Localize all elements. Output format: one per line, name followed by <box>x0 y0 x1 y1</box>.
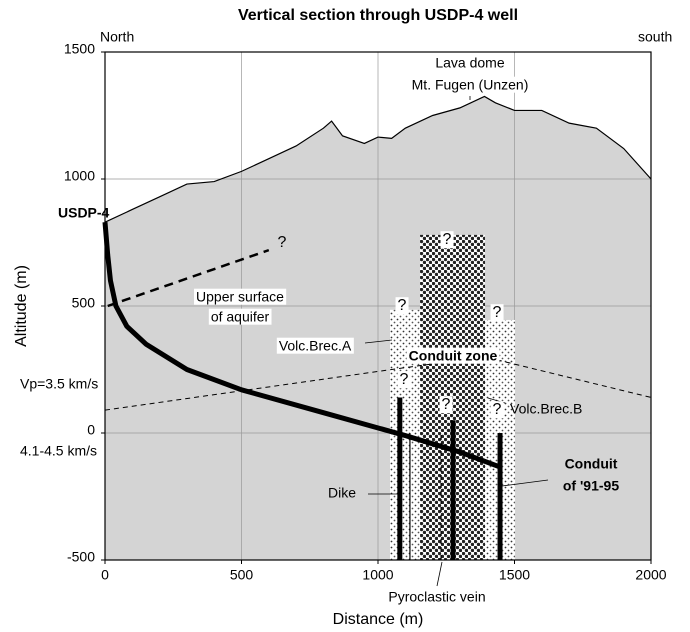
annotation: Upper surface <box>196 289 284 305</box>
y-tick-label: -500 <box>67 549 95 565</box>
annotation: Volc.Brec.B <box>510 401 582 417</box>
annotation: south <box>638 29 672 45</box>
annotation: Conduit <box>565 456 618 472</box>
label-background <box>397 371 411 389</box>
annotation: Volc.Brec.A <box>279 338 352 354</box>
y-tick-label: 1000 <box>64 168 95 184</box>
annotation: ? <box>493 304 502 321</box>
annotation: Pyroclastic vein <box>388 589 485 605</box>
x-axis-title: Distance (m) <box>333 611 424 628</box>
x-tick-label: 1000 <box>362 567 393 583</box>
y-tick-label: 500 <box>72 295 96 311</box>
y-tick-label: 1500 <box>64 41 95 57</box>
annotation: 4.1-4.5 km/s <box>20 443 97 459</box>
y-axis-title: Altitude (m) <box>13 265 30 347</box>
leader-line <box>501 479 549 487</box>
annotation: Mt. Fugen (Unzen) <box>412 77 529 93</box>
label-background <box>395 297 409 315</box>
label-background <box>194 288 287 305</box>
leader-line <box>436 561 443 587</box>
label-background <box>276 337 354 354</box>
annotation: North <box>100 29 134 45</box>
x-tick-label: 500 <box>230 567 254 583</box>
well-path <box>102 221 502 470</box>
annotation: Conduit zone <box>409 348 498 364</box>
label-background <box>386 588 488 605</box>
label-background <box>439 396 453 414</box>
annotation: ? <box>278 234 287 251</box>
label-background <box>490 304 504 322</box>
aquifer-surface <box>107 248 270 308</box>
annotation: ? <box>442 396 451 413</box>
annotation: of '91-95 <box>563 478 619 494</box>
x-tick-label: 1500 <box>499 567 530 583</box>
leader-line <box>364 339 393 344</box>
annotation: ? <box>493 401 502 418</box>
label-background <box>409 76 531 93</box>
plot <box>101 51 652 587</box>
annotation: ? <box>398 297 407 314</box>
label-background <box>433 54 507 71</box>
annotation: ? <box>400 371 409 388</box>
annotation: USDP-4 <box>58 205 110 221</box>
annotation: Lava dome <box>435 55 504 71</box>
label-background <box>440 231 454 249</box>
x-tick-label: 2000 <box>635 567 666 583</box>
topography-line <box>104 95 652 223</box>
label-background <box>406 347 500 364</box>
annotation: of aquifer <box>211 309 270 325</box>
label-background <box>490 401 504 419</box>
chart-title: Vertical section through USDP-4 well <box>238 7 518 24</box>
y-tick-label: 0 <box>87 422 95 438</box>
annotation: ? <box>443 231 452 248</box>
annotation: Dike <box>328 485 356 501</box>
label-background <box>208 308 272 325</box>
x-tick-label: 0 <box>101 567 109 583</box>
annotation: Vp=3.5 km/s <box>20 376 98 392</box>
